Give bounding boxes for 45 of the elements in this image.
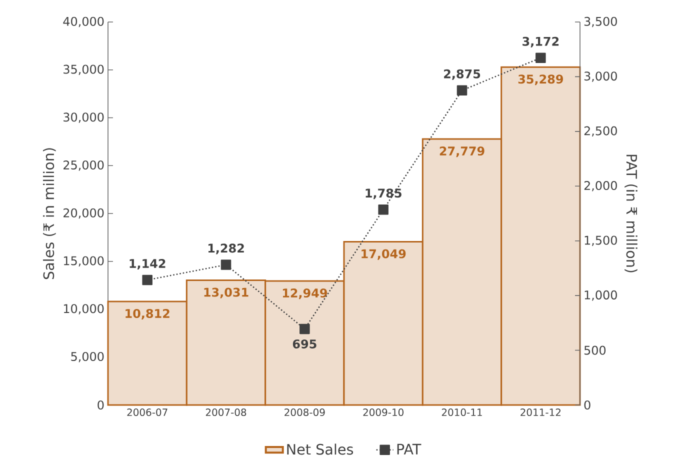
y2-tick-label: 3,500 xyxy=(584,16,617,28)
data-label: 1,282 xyxy=(208,244,244,254)
y2-tick-label: 1,000 xyxy=(584,290,617,301)
x-tick-label: 2009-10 xyxy=(363,408,404,416)
point xyxy=(536,52,546,64)
y-tick-label: 40,000 xyxy=(63,16,104,28)
y-tick-label: 35,000 xyxy=(64,64,104,76)
point xyxy=(456,85,468,96)
y2-tick-label: 0 xyxy=(584,400,590,410)
y-tick-label: 5,000 xyxy=(71,352,104,362)
y2-tick-label: 2,000 xyxy=(584,181,617,192)
data-label: 1,785 xyxy=(366,188,402,200)
data-label: 695 xyxy=(292,339,316,348)
y2-axis-title: PAT (in ₹ million) xyxy=(624,154,638,272)
data-label: 27,779 xyxy=(440,146,484,158)
y2-tick-label: 500 xyxy=(584,346,606,355)
y-tick-label: 30,000 xyxy=(64,112,104,123)
data-label: 10,812 xyxy=(126,308,170,320)
x-tick-label: 2007-08 xyxy=(206,408,246,416)
legend-label: PAT xyxy=(397,444,422,454)
data-label: 12,949 xyxy=(282,288,327,300)
data-label: 35,289 xyxy=(518,74,563,86)
data-label: 17,049 xyxy=(362,249,406,260)
point xyxy=(220,260,232,270)
data-label: 2,875 xyxy=(444,69,480,80)
y-tick-label: 0 xyxy=(98,400,104,410)
data-label: 1,142 xyxy=(130,258,166,270)
x-tick-label: 2008-09 xyxy=(284,408,325,416)
x-tick-label: 2010-11 xyxy=(442,408,482,416)
y2-tick-label: 3,000 xyxy=(584,72,617,82)
legend-label: Net Sales xyxy=(287,444,354,455)
x-tick-label: 2006-07 xyxy=(127,408,168,416)
y-tick-label: 25,000 xyxy=(64,160,104,171)
point xyxy=(300,324,310,334)
y-tick-label: 20,000 xyxy=(64,208,104,219)
data-label: 3,172 xyxy=(522,36,559,48)
point xyxy=(142,274,152,286)
point xyxy=(378,204,388,215)
y2-tick-label: 1,500 xyxy=(584,236,617,246)
y-axis-title: Sales (₹ in million) xyxy=(43,148,56,280)
y-tick-label: 15,000 xyxy=(64,256,104,267)
data-label: 13,031 xyxy=(204,288,248,298)
y-tick-label: 10,000 xyxy=(64,304,104,314)
y2-tick-label: 2,500 xyxy=(584,126,617,137)
x-tick-label: 2011-12 xyxy=(520,408,560,416)
